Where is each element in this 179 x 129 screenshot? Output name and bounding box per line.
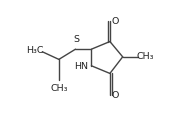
- Text: H₃C: H₃C: [26, 46, 44, 55]
- Text: CH₃: CH₃: [51, 84, 68, 93]
- Text: CH₃: CH₃: [137, 52, 154, 61]
- Text: O: O: [111, 91, 119, 100]
- Text: HN: HN: [74, 62, 88, 71]
- Text: O: O: [111, 17, 119, 26]
- Text: S: S: [73, 35, 79, 44]
